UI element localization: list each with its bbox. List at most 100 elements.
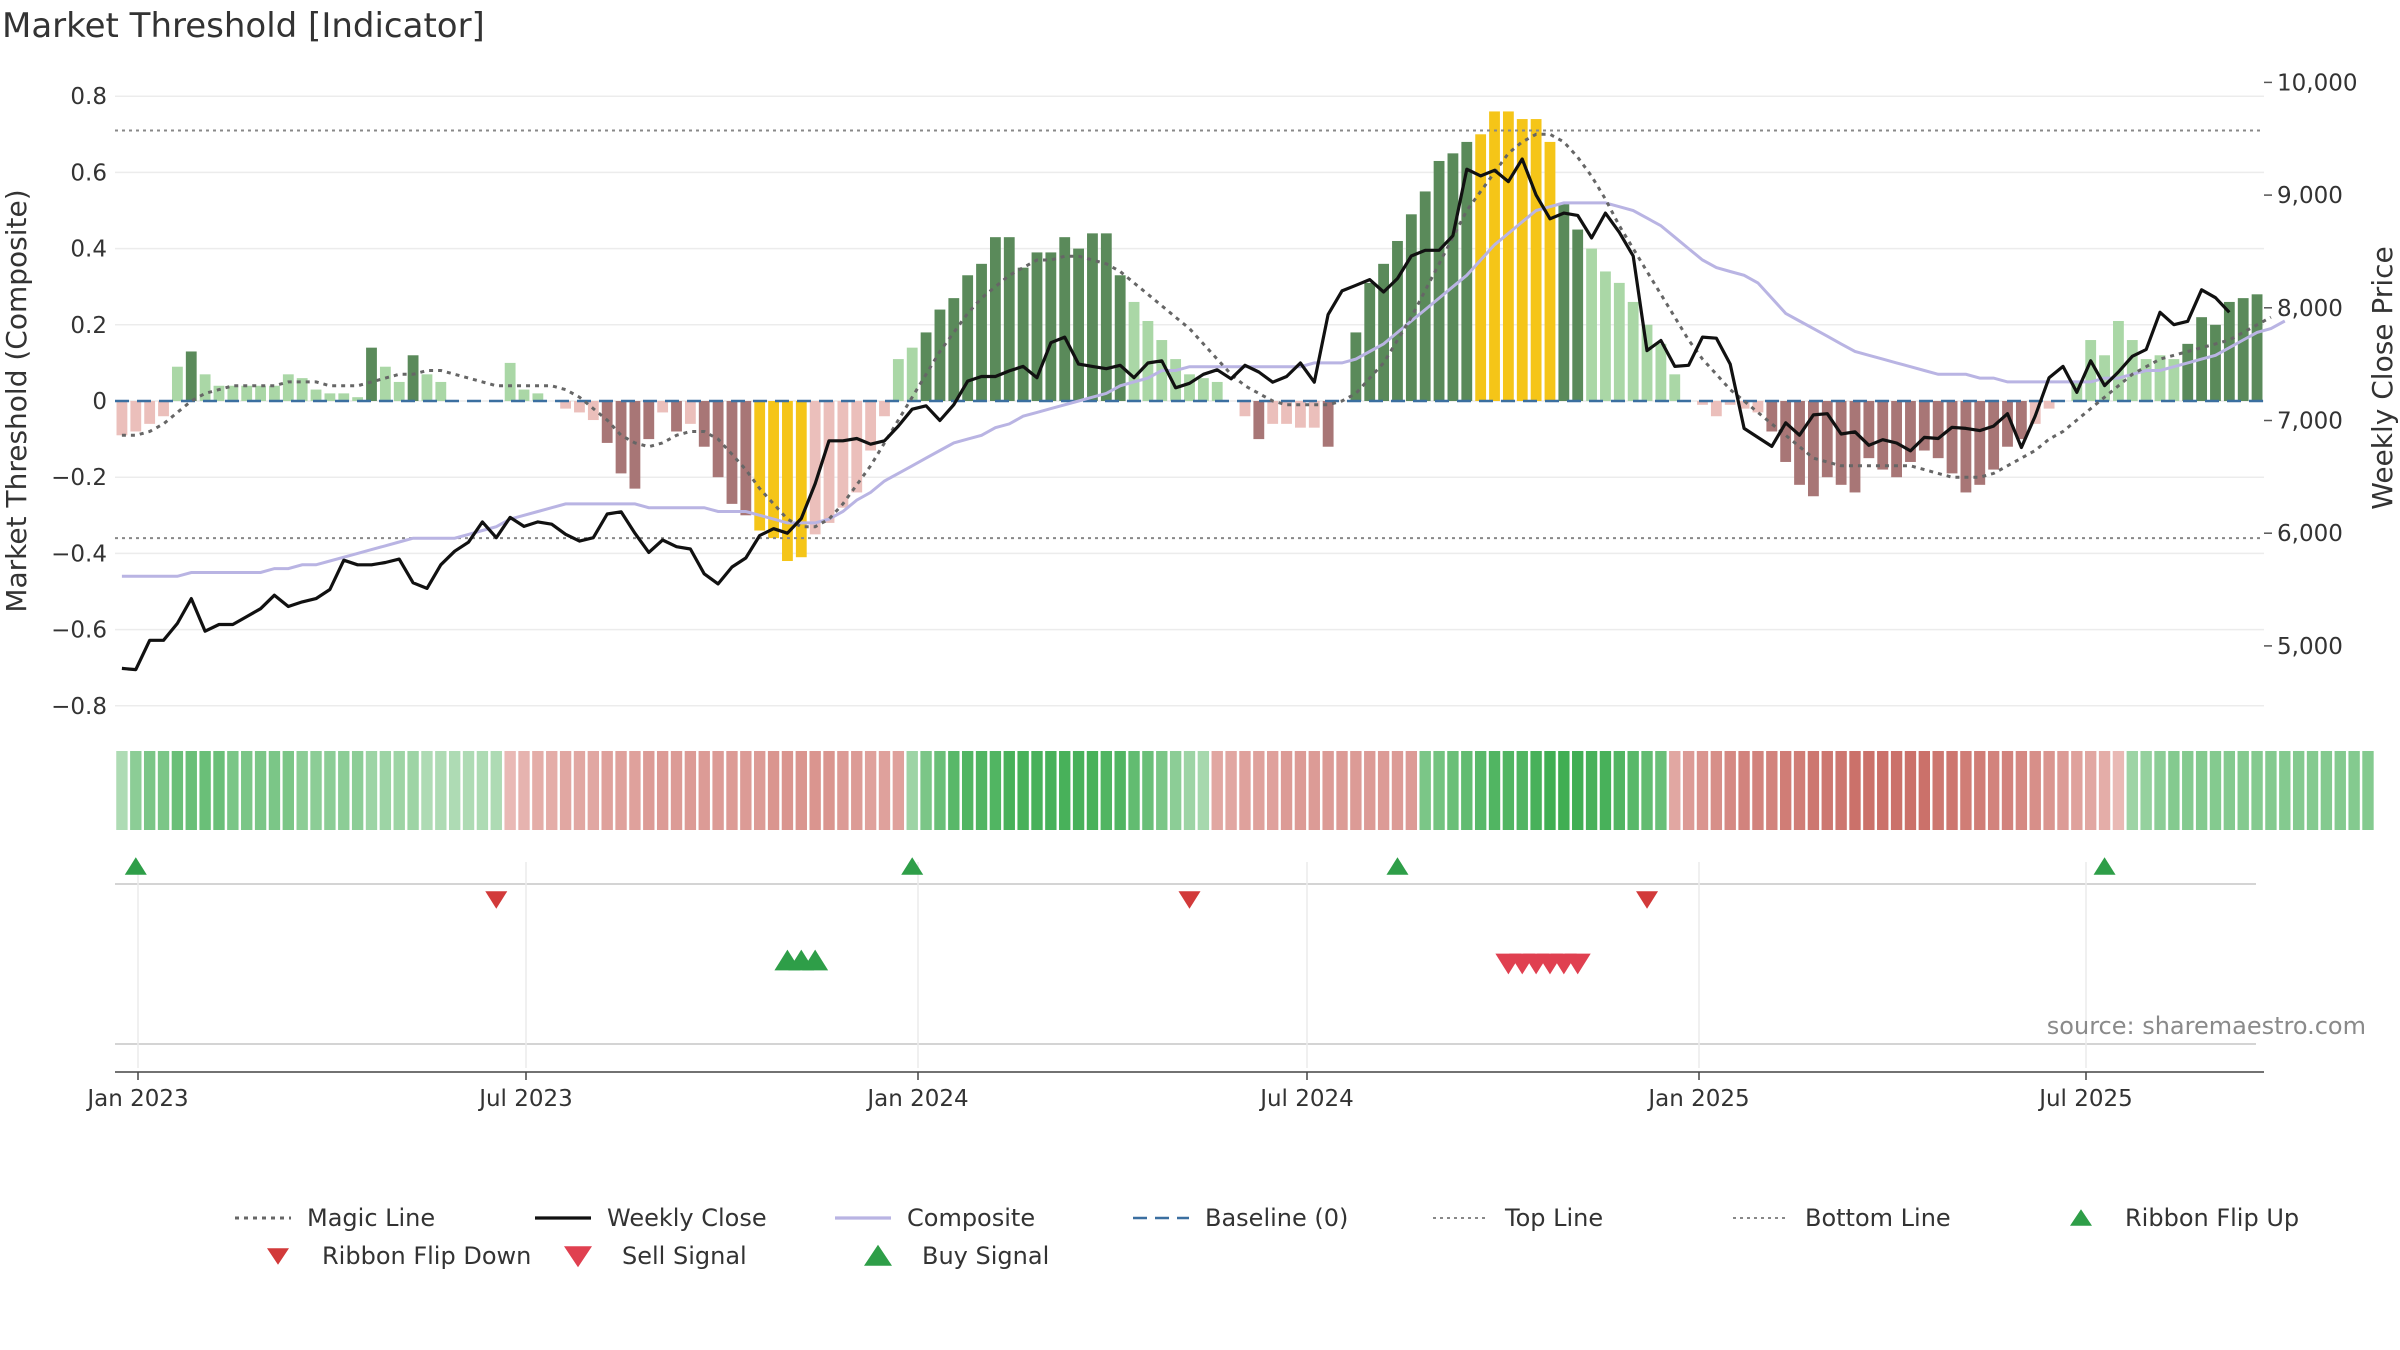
ribbon-cell: [1059, 751, 1071, 830]
ribbon-cell: [1086, 751, 1099, 830]
ribbon-cell: [1447, 751, 1459, 830]
ribbon-cell: [781, 751, 794, 830]
ribbon-cell: [1474, 751, 1487, 830]
composite-bar: [1003, 237, 1015, 401]
composite-bar: [2168, 359, 2180, 401]
composite-bar: [2043, 401, 2055, 409]
ribbon-cell: [878, 751, 891, 830]
legend-label: Ribbon Flip Up: [2125, 1204, 2299, 1232]
ribbon-cell: [2057, 751, 2069, 830]
ribbon-flip-down-marker: [485, 891, 508, 909]
composite-bar: [2085, 340, 2097, 401]
composite-bar: [1475, 134, 1487, 402]
ribbon-cell: [1766, 751, 1778, 830]
composite-bar: [2210, 324, 2221, 401]
ribbon-cell: [698, 751, 710, 830]
composite-bar: [282, 374, 294, 401]
weekly-close-line: [121, 157, 2231, 672]
composite-bar: [255, 385, 266, 401]
signals-layer: [115, 857, 2256, 1068]
ribbon-cell: [1890, 751, 1903, 830]
composite-bar: [1710, 401, 1722, 417]
composite-bar: [2002, 401, 2013, 447]
y-tick-label: 0.2: [70, 313, 107, 339]
composite-bar: [435, 381, 447, 401]
composite-bar: [1184, 374, 1195, 401]
composite-bar: [698, 401, 710, 447]
composite-bar: [1974, 401, 1986, 485]
composite-bar: [671, 401, 682, 432]
composite-bar: [2126, 340, 2138, 401]
ribbon-cell: [795, 751, 807, 830]
y-axis-title: Market Threshold (Composite): [0, 189, 33, 612]
ribbon-cell: [2223, 751, 2236, 830]
legend-label: Weekly Close: [607, 1204, 767, 1232]
ribbon-cell: [1641, 751, 1653, 830]
composite-bar: [1655, 343, 1667, 401]
y-tick-label: 0.6: [70, 160, 107, 186]
composite-bar: [1405, 214, 1417, 401]
composite-bar: [782, 401, 793, 562]
ribbon-cell: [601, 751, 613, 830]
composite-bar: [1239, 401, 1251, 417]
ribbon-cell: [587, 751, 600, 830]
composite-bar: [1724, 401, 1736, 405]
ribbon-cell: [2279, 751, 2291, 830]
ribbon-cell: [1419, 751, 1431, 830]
composite-bar: [629, 401, 641, 489]
composite-bar: [393, 381, 405, 401]
composite-bar: [296, 378, 308, 401]
composite-bar: [837, 401, 849, 508]
legend-item-buy-signal: Buy Signal: [864, 1242, 1049, 1270]
ribbon-cell: [338, 751, 350, 830]
ribbon-cell: [2098, 751, 2111, 830]
ribbon-cell: [241, 751, 253, 830]
ribbon-cell: [476, 751, 489, 830]
composite-bar: [116, 401, 128, 436]
composite-bar: [1017, 267, 1029, 401]
ribbon-cell: [1696, 751, 1709, 830]
composite-bar: [934, 309, 946, 401]
ribbon-cell: [1585, 751, 1598, 830]
composite-bar: [1461, 141, 1473, 402]
ribbon-cell: [254, 751, 267, 830]
ribbon-cell: [906, 751, 918, 830]
ribbon-cell: [143, 751, 156, 830]
ribbon-cell: [1072, 751, 1085, 830]
ribbon-cell: [2154, 751, 2166, 830]
composite-bar: [1600, 271, 1611, 401]
ribbon-cell: [199, 751, 211, 830]
ribbon-cell: [2320, 751, 2333, 830]
composite-bar: [768, 401, 779, 539]
ribbon-cell: [1946, 751, 1958, 830]
legend-item-sell-signal: Sell Signal: [564, 1242, 747, 1270]
composite-bar: [851, 401, 863, 493]
ribbon-cell: [1183, 751, 1196, 830]
ribbon-cell: [2348, 751, 2360, 830]
ribbon-cell: [656, 751, 669, 830]
composite-bar: [1364, 282, 1376, 401]
composite-bar: [213, 385, 225, 401]
ribbon-cell: [1336, 751, 1348, 830]
ribbon-cell: [2292, 751, 2305, 830]
ribbon-cell: [754, 751, 766, 830]
ribbon-cell: [934, 751, 946, 830]
legend-label: Top Line: [1504, 1204, 1603, 1232]
composite-bar: [1253, 401, 1265, 440]
ribbon-cell: [2001, 751, 2014, 830]
ribbon-cell: [1197, 751, 1210, 830]
composite-bar: [227, 385, 239, 401]
ribbon-cell: [2029, 751, 2041, 830]
composite-bar: [1142, 320, 1154, 401]
y-tick-label: −0.8: [51, 694, 107, 720]
ribbon-cell: [2168, 751, 2180, 830]
ribbon-cell: [448, 751, 461, 830]
ribbon-cell: [310, 751, 322, 830]
composite-bar: [865, 401, 877, 451]
composite-bar: [823, 401, 835, 523]
x-tick-label: Jan 2024: [865, 1086, 968, 1112]
composite-bar: [2237, 298, 2249, 401]
ribbon-cell: [1682, 751, 1695, 830]
ribbon-cell: [684, 751, 697, 830]
legend-swatch: [2070, 1209, 2092, 1226]
